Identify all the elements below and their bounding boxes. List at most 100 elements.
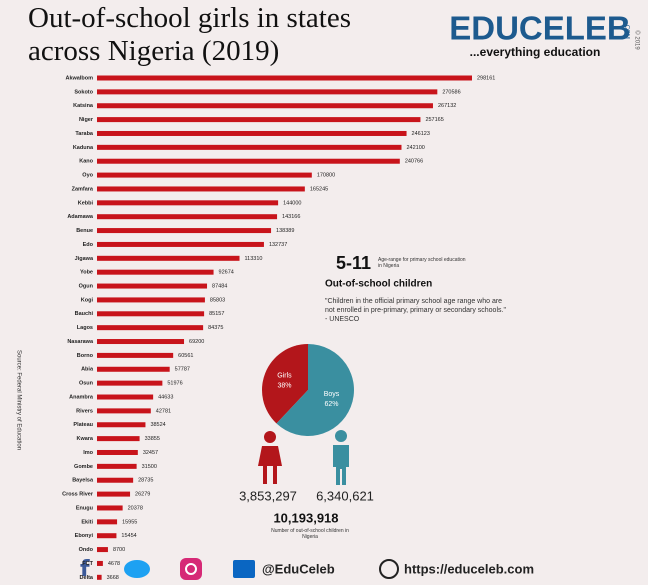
- value-label: 15955: [122, 519, 137, 525]
- bar: [97, 89, 438, 95]
- info-heading: Out-of-school children: [325, 279, 432, 290]
- value-label: 113310: [245, 256, 263, 262]
- bar: [97, 436, 140, 442]
- chart-title: Out-of-school girls in states across Nig…: [28, 2, 351, 67]
- category-label: Ebonyi: [75, 533, 94, 539]
- bar: [97, 408, 151, 414]
- bar: [97, 172, 312, 178]
- value-label: 240766: [405, 159, 423, 165]
- bar: [97, 394, 154, 400]
- bar: [97, 380, 163, 386]
- bar: [97, 463, 137, 469]
- bar: [97, 158, 400, 164]
- value-label: 298161: [477, 75, 495, 81]
- category-label: Adamawa: [67, 214, 94, 220]
- category-label: AkwaIbom: [65, 75, 93, 81]
- bar: [97, 533, 117, 539]
- bar: [97, 144, 402, 150]
- value-label: 87484: [212, 284, 227, 290]
- value-label: 38524: [150, 422, 165, 428]
- value-label: 143166: [282, 214, 300, 220]
- bar: [97, 574, 102, 580]
- category-label: Edo: [83, 242, 94, 248]
- bar: [97, 297, 205, 303]
- bar: [97, 269, 214, 275]
- category-label: Lagos: [77, 325, 93, 331]
- value-label: 257165: [425, 117, 443, 123]
- girls-total: 3,853,297: [239, 488, 297, 503]
- logo-dotcom: .COM: [623, 23, 629, 39]
- bar: [97, 505, 123, 511]
- value-label: 3668: [107, 575, 119, 581]
- category-label: Yobe: [80, 270, 93, 276]
- category-label: Ekiti: [81, 519, 93, 525]
- bar: [97, 228, 272, 234]
- category-label: Benue: [76, 228, 93, 234]
- value-label: 57787: [175, 367, 190, 373]
- value-label: 270586: [442, 89, 460, 95]
- category-label: Borno: [77, 353, 94, 359]
- logo-tagline: ...everything education: [470, 45, 601, 59]
- slice-value: 62%: [325, 401, 339, 408]
- category-label: Delta: [80, 575, 94, 581]
- category-label: FCT: [82, 561, 93, 567]
- bar: [97, 339, 185, 345]
- value-label: 28735: [138, 478, 153, 484]
- slice-label: Boys: [324, 391, 340, 398]
- value-label: 85157: [209, 311, 224, 317]
- value-label: 144000: [283, 200, 301, 206]
- value-label: 60561: [178, 353, 193, 359]
- age-range: 5-11: [336, 253, 371, 273]
- bar: [97, 477, 134, 483]
- bar: [97, 352, 174, 358]
- category-label: Oyo: [82, 173, 93, 179]
- bar: [97, 325, 204, 331]
- category-label: Taraba: [75, 131, 94, 137]
- value-label: 85803: [210, 297, 225, 303]
- value-label: 15454: [121, 533, 136, 539]
- category-label: Kebbi: [78, 200, 94, 206]
- category-label: Jigawa: [75, 256, 94, 262]
- category-label: Zamfara: [72, 186, 94, 192]
- category-label: Kaduna: [73, 145, 94, 151]
- category-label: Kogi: [81, 297, 94, 303]
- footer-url: https://educeleb.com: [404, 561, 534, 576]
- bar: [97, 449, 138, 455]
- value-label: 165245: [310, 186, 328, 192]
- bar: [97, 186, 305, 192]
- logo-name: EDUCELEB: [449, 10, 631, 47]
- category-label: Enugu: [76, 505, 93, 511]
- value-label: 31500: [142, 464, 157, 470]
- bar: [97, 560, 103, 566]
- category-label: Rivers: [76, 408, 93, 414]
- value-label: 138389: [276, 228, 294, 234]
- bar: [97, 241, 264, 247]
- svg-text:f: f: [80, 557, 90, 582]
- bar: [97, 422, 146, 428]
- value-label: 69200: [189, 339, 204, 345]
- social-icons: f: [80, 557, 399, 582]
- grand-total: 10,193,918: [273, 510, 338, 525]
- category-label: Bayelsa: [72, 478, 94, 484]
- value-label: 242100: [406, 145, 424, 151]
- category-label: Bauchi: [75, 311, 94, 317]
- value-label: 92674: [219, 270, 234, 276]
- bar: [97, 547, 108, 553]
- bar: [97, 255, 240, 261]
- value-label: 51976: [167, 381, 182, 387]
- value-label: 4678: [108, 561, 120, 567]
- slice-value: 38%: [277, 383, 291, 390]
- boys-total: 6,340,621: [316, 488, 374, 503]
- bar: [97, 75, 472, 81]
- category-label: Nasarawa: [67, 339, 94, 345]
- value-label: 26279: [135, 492, 150, 498]
- info-quote: "Children in the official primary school…: [325, 298, 506, 323]
- value-label: 132737: [269, 242, 287, 248]
- value-label: 42781: [156, 408, 171, 414]
- category-label: Niger: [79, 117, 94, 123]
- bar: [97, 491, 131, 497]
- age-note: Age-range for primary school education i…: [378, 257, 466, 269]
- value-label: 33855: [145, 436, 160, 442]
- bar: [97, 214, 278, 220]
